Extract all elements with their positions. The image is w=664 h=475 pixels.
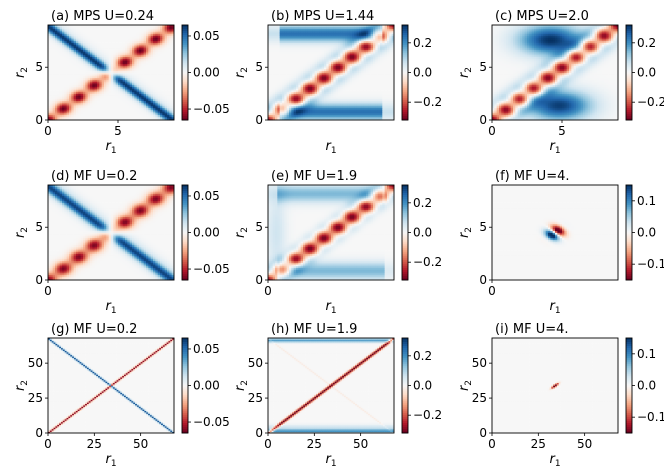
heatmap-a (48, 25, 174, 120)
panel-title-a: (a) MPS U=0.24 (51, 9, 154, 24)
figure: (a) MPS U=0.240 505r1r20.050.00−0.05(b) M… (0, 0, 664, 475)
